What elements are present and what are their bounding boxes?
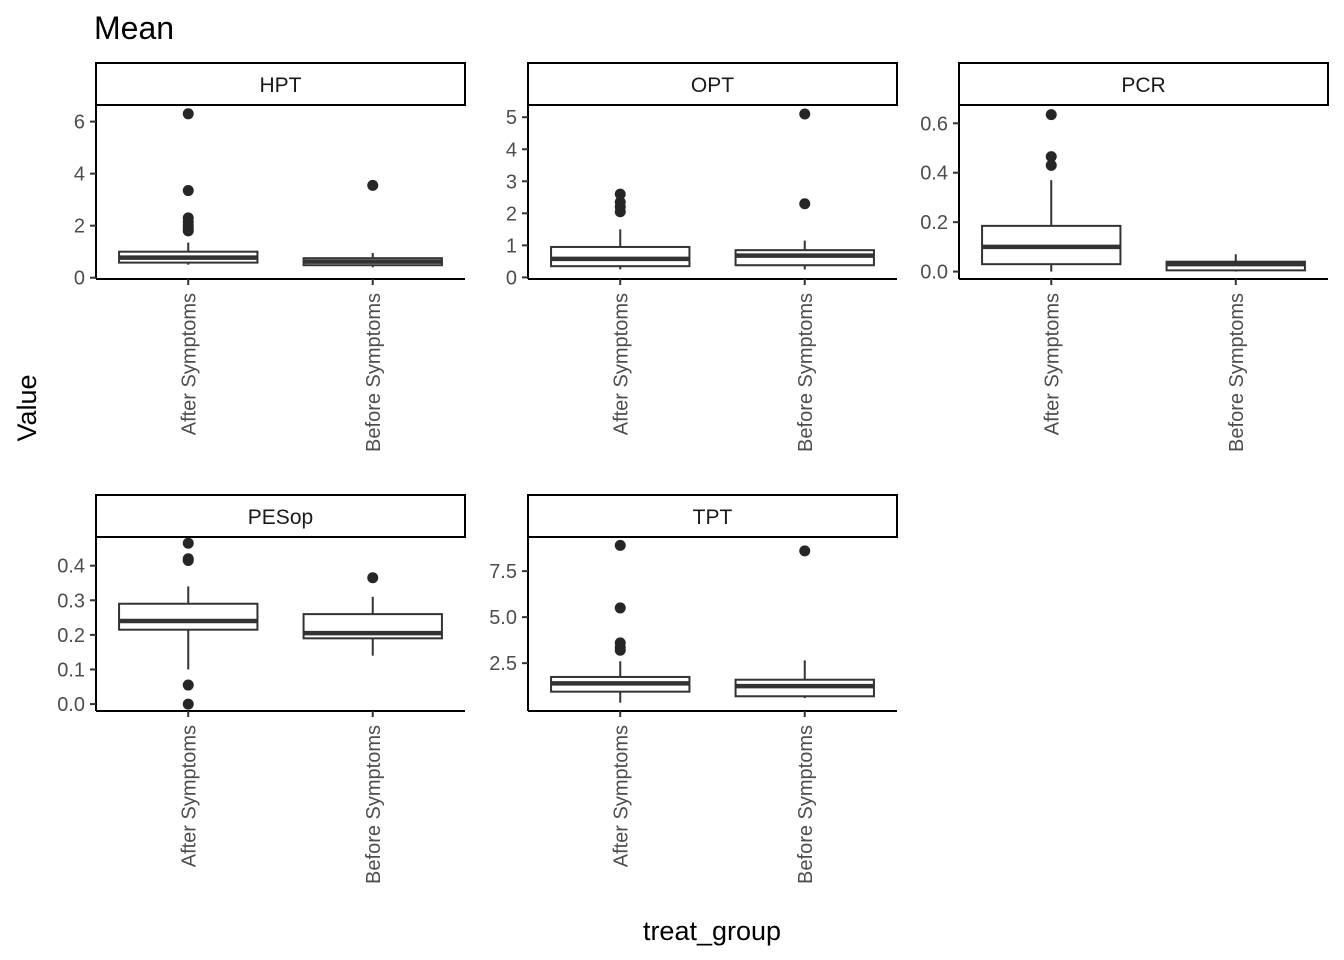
box-after-symptoms <box>550 539 691 703</box>
facet-strip <box>958 62 1329 106</box>
box-before-symptoms <box>734 545 875 699</box>
outlier-point <box>614 196 626 208</box>
y-tick-label: 2 <box>74 216 85 238</box>
y-tick-label: 0.2 <box>920 212 948 234</box>
box-after-symptoms <box>118 108 259 265</box>
y-tick-label: 4 <box>74 164 85 186</box>
facet-panels: HPT 0 2 4 6 After Symptoms Before Symptoms OPT 0… <box>57 62 1329 884</box>
y-tick-label: 7.5 <box>489 561 517 583</box>
outlier-point <box>614 539 626 551</box>
y-tick-label: 4 <box>506 139 517 161</box>
x-tick-label: After Symptoms <box>610 293 632 435</box>
outlier-point <box>182 698 194 710</box>
y-tick-label: 0.4 <box>57 556 85 578</box>
y-axis-title: Value <box>12 374 42 441</box>
x-tick-label: After Symptoms <box>1041 293 1063 435</box>
facet-strip-label: TPT <box>693 506 733 529</box>
y-tick-label: 5.0 <box>489 607 517 629</box>
box-after-symptoms <box>981 109 1122 272</box>
facet-strip <box>95 62 466 106</box>
facet-strip-label: OPT <box>691 74 734 97</box>
outlier-point <box>367 572 379 584</box>
outlier-point <box>1045 151 1057 163</box>
facet-pesop: PESop 0.0 0.1 0.2 0.3 0.4 After Symptoms Before… <box>57 494 466 884</box>
facet-strip <box>527 494 898 538</box>
y-tick-label: 2 <box>506 203 517 225</box>
facet-strip-label: PCR <box>1121 74 1165 97</box>
box-before-symptoms <box>302 572 443 656</box>
outlier-point <box>614 188 626 200</box>
x-axis-title: treat_group <box>643 916 781 946</box>
outlier-point <box>182 185 194 197</box>
box-after-symptoms <box>550 188 691 270</box>
x-tick-label: Before Symptoms <box>795 293 817 452</box>
facet-strip-label: PESop <box>248 506 313 529</box>
y-tick-label: 0.0 <box>920 262 948 284</box>
box-before-symptoms <box>1165 254 1306 272</box>
y-tick-label: 5 <box>506 107 517 129</box>
x-tick-label: After Symptoms <box>610 725 632 867</box>
outlier-point <box>614 602 626 614</box>
y-tick-label: 0.0 <box>57 694 85 716</box>
y-tick-label: 2.5 <box>489 653 517 675</box>
outlier-point <box>799 545 811 557</box>
facet-pcr: PCR 0.0 0.2 0.4 0.6 After Symptoms Before Symp… <box>920 62 1329 452</box>
y-tick-label: 0.4 <box>920 163 948 185</box>
x-tick-label: Before Symptoms <box>363 293 385 452</box>
outlier-point <box>182 553 194 565</box>
y-tick-label: 0.1 <box>57 659 85 681</box>
y-tick-label: 0.3 <box>57 590 85 612</box>
x-tick-label: After Symptoms <box>178 293 200 435</box>
y-tick-label: 1 <box>506 235 517 257</box>
chart-title: Mean <box>94 10 174 46</box>
y-tick-label: 3 <box>506 171 517 193</box>
box-iqr <box>118 602 259 631</box>
facet-hpt: HPT 0 2 4 6 After Symptoms Before Symptoms <box>74 62 466 452</box>
outlier-point <box>367 179 379 191</box>
x-tick-label: Before Symptoms <box>1226 293 1248 452</box>
outlier-point <box>182 537 194 549</box>
facet-strip <box>527 62 898 106</box>
x-tick-label: Before Symptoms <box>795 725 817 884</box>
outlier-point <box>182 212 194 224</box>
outlier-point <box>1045 109 1057 121</box>
facet-tpt: TPT 2.5 5.0 7.5 After Symptoms Before Symptom… <box>489 494 898 884</box>
facet-strip-label: HPT <box>260 74 302 97</box>
outlier-point <box>182 108 194 120</box>
y-tick-label: 0 <box>74 268 85 290</box>
box-after-symptoms <box>118 537 259 710</box>
outlier-point <box>1045 159 1057 171</box>
facet-opt: OPT 0 1 2 3 4 5 After Symptoms Before Symptoms <box>506 62 898 452</box>
outlier-point <box>799 108 811 120</box>
box-before-symptoms <box>734 108 875 270</box>
y-tick-label: 0 <box>506 267 517 289</box>
y-tick-label: 0.2 <box>57 625 85 647</box>
y-tick-label: 0.6 <box>920 113 948 135</box>
outlier-point <box>799 198 811 210</box>
facet-strip <box>95 494 466 538</box>
x-tick-label: Before Symptoms <box>363 725 385 884</box>
x-tick-label: After Symptoms <box>178 725 200 867</box>
outlier-point <box>614 637 626 649</box>
y-tick-label: 6 <box>74 112 85 134</box>
box-before-symptoms <box>302 179 443 268</box>
outlier-point <box>182 679 194 691</box>
